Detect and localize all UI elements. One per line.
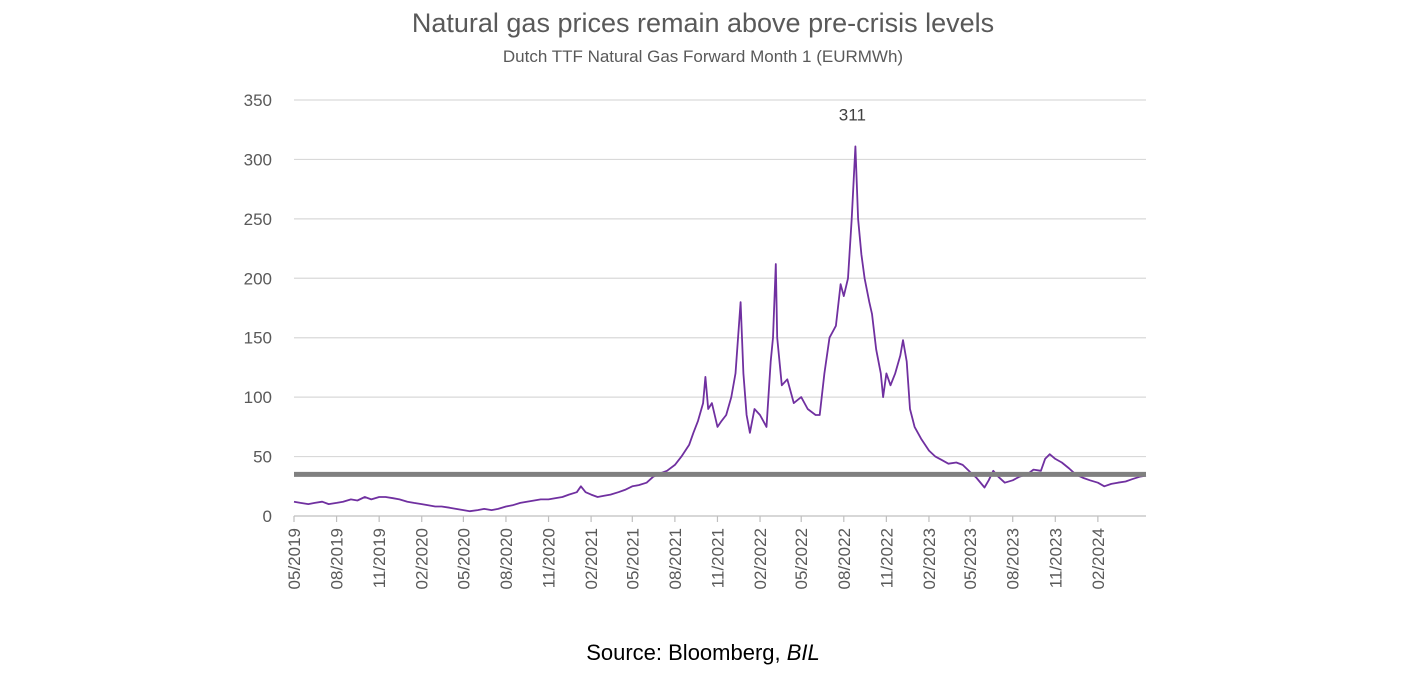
x-tick-label: 05/2021	[623, 528, 642, 589]
y-tick-label: 50	[253, 448, 272, 467]
x-tick-label: 05/2020	[454, 528, 473, 589]
y-axis-ticks: 0 50 100 150 200 250 300 350	[244, 91, 272, 526]
x-tick-label: 02/2022	[751, 528, 770, 589]
x-tick-label: 02/2020	[413, 528, 432, 589]
x-tick-label: 02/2021	[582, 528, 601, 589]
y-tick-label: 150	[244, 329, 272, 348]
grid-lines	[294, 99, 1146, 458]
series-line	[293, 145, 1147, 513]
source-prefix: Source: Bloomberg,	[586, 640, 787, 665]
y-tick-label: 350	[244, 91, 272, 110]
x-tick-label: 11/2022	[877, 528, 896, 588]
series-group	[293, 145, 1147, 513]
peak-data-label: 311	[839, 105, 866, 124]
chart-title: Natural gas prices remain above pre-cris…	[411, 8, 995, 38]
chart-subtitle: Dutch TTF Natural Gas Forward Month 1 (E…	[502, 47, 904, 66]
x-tick-label: 02/2023	[920, 528, 939, 589]
x-tick-label: 08/2022	[835, 528, 854, 589]
x-tick-label: 11/2021	[708, 528, 727, 588]
y-tick-label: 100	[244, 388, 272, 407]
y-tick-label: 300	[244, 150, 272, 169]
x-tick-label: 05/2023	[961, 528, 980, 589]
x-tick-label: 08/2019	[328, 528, 347, 589]
source-italic: BIL	[786, 640, 820, 665]
x-tick-label: 11/2020	[540, 528, 559, 588]
source-note: Source: Bloomberg, BIL	[0, 640, 1406, 666]
x-tick-label: 05/2022	[792, 528, 811, 589]
x-tick-label: 08/2021	[666, 528, 685, 589]
x-tick-label: 02/2024	[1089, 528, 1108, 589]
y-tick-label: 250	[244, 210, 272, 229]
x-tick-label: 08/2020	[497, 528, 516, 589]
annotation-group: 311	[839, 105, 866, 124]
x-tick-label: 11/2023	[1046, 528, 1065, 588]
x-tick-label: 08/2023	[1004, 528, 1023, 589]
y-tick-label: 200	[244, 269, 272, 288]
x-axis: 05/2019 08/2019 11/2019 02/2020 05/2020 08/20…	[285, 515, 1146, 589]
x-tick-label: 05/2019	[285, 528, 304, 589]
y-tick-label: 0	[263, 507, 272, 526]
x-tick-label: 11/2019	[370, 528, 389, 588]
